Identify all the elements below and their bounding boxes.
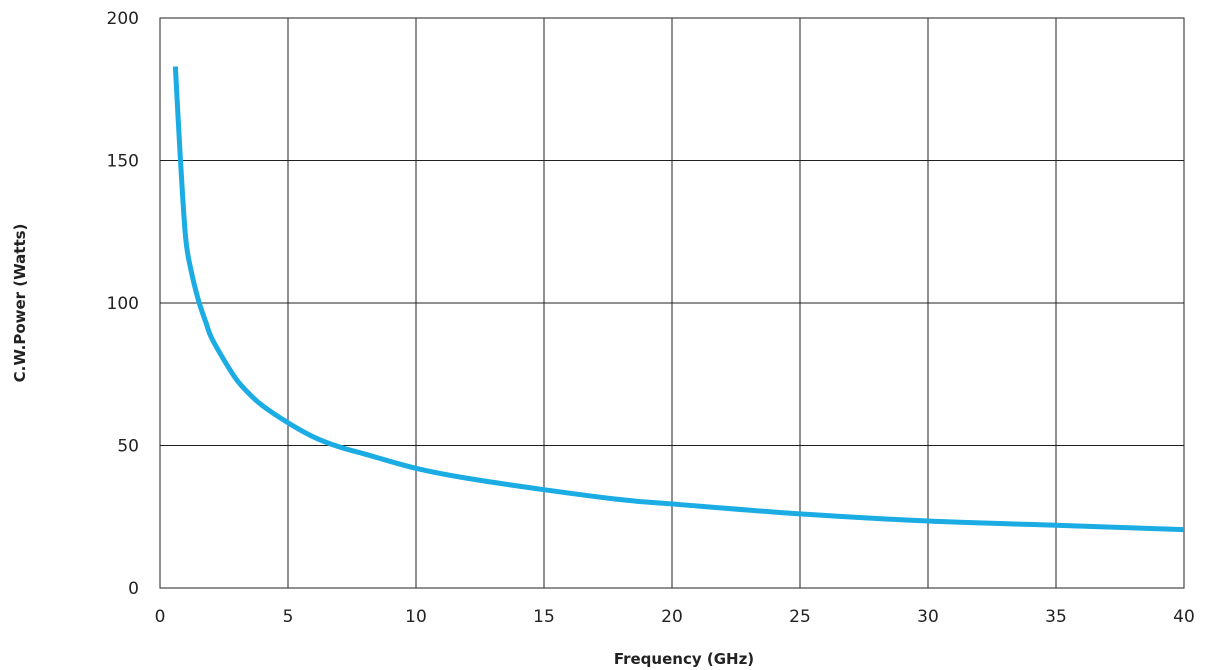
x-tick-label: 0 (155, 607, 166, 627)
y-tick-label: 50 (117, 437, 139, 457)
x-tick-label: 20 (661, 607, 683, 627)
x-tick-label: 10 (405, 607, 427, 627)
y-tick-label: 0 (128, 579, 139, 599)
y-tick-label: 150 (107, 152, 139, 172)
x-tick-labels: 0 5 10 15 20 25 30 35 40 (155, 607, 1195, 627)
series-line (172, 66, 1185, 533)
x-axis-label: Frequency (GHz) (614, 650, 754, 668)
y-tick-label: 100 (107, 294, 139, 314)
y-axis-label: C.W.Power (Watts) (11, 224, 29, 383)
x-tick-label: 15 (533, 607, 555, 627)
x-tick-label: 35 (1045, 607, 1067, 627)
x-tick-label: 25 (789, 607, 811, 627)
y-tick-label: 200 (107, 9, 139, 29)
x-tick-label: 40 (1173, 607, 1195, 627)
y-tick-labels: 0 50 100 150 200 (107, 9, 139, 599)
x-tick-label: 5 (283, 607, 294, 627)
x-tick-label: 30 (917, 607, 939, 627)
series-group (172, 66, 1185, 533)
